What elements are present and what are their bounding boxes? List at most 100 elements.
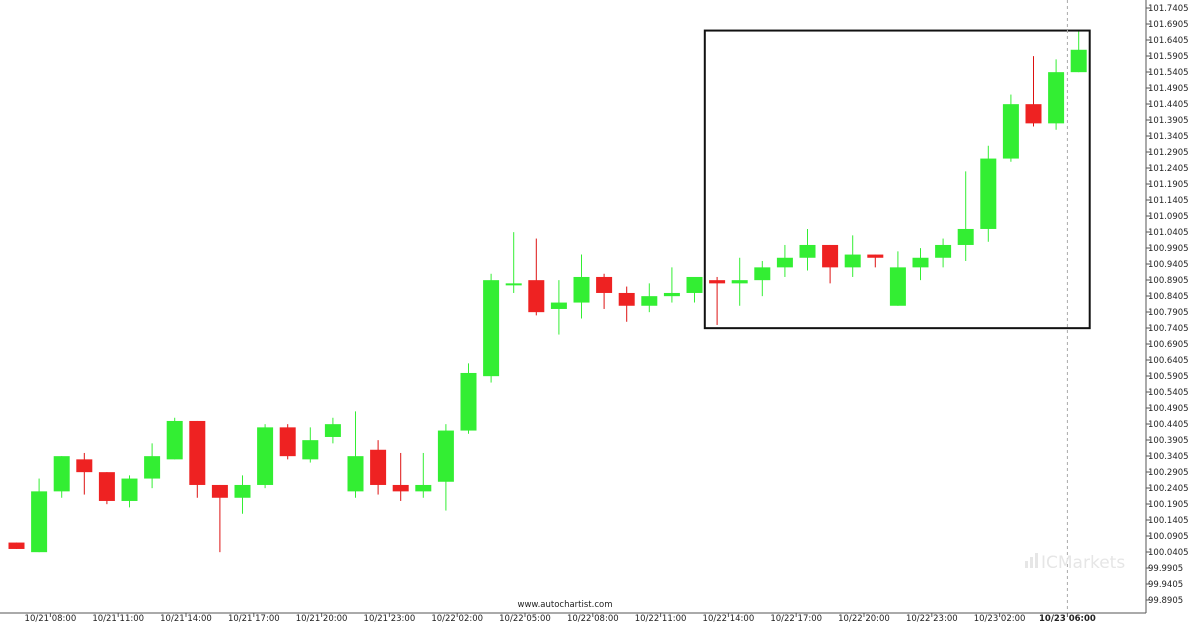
candle — [257, 424, 274, 489]
candle — [1048, 59, 1065, 130]
candle-body — [257, 427, 274, 485]
y-tick-label: 101.1905 — [1148, 180, 1189, 190]
y-tick-label: 100.5905 — [1148, 372, 1189, 382]
candle — [505, 232, 522, 293]
candle-body — [483, 280, 500, 377]
candle-body — [415, 484, 432, 492]
candle-body — [8, 542, 25, 549]
candle-body — [1025, 104, 1042, 124]
candle-body — [709, 280, 726, 284]
candle — [641, 283, 658, 313]
candle-body — [957, 228, 974, 245]
candle — [370, 440, 387, 495]
candles-layer — [8, 30, 1087, 553]
candle-body — [799, 244, 816, 258]
candle — [867, 254, 884, 268]
x-tick-label: 10/22 17:00 — [770, 614, 822, 624]
y-tick-label: 101.7405 — [1148, 4, 1189, 14]
x-axis: 10/21 08:00 10/21 11:00 10/21 14:00 10/21 1… — [0, 612, 1146, 624]
candle-body — [754, 267, 771, 281]
candle-body — [867, 254, 884, 258]
x-tick-label: 10/21 08:00 — [25, 614, 77, 624]
candle-body — [686, 276, 703, 293]
candle-body — [53, 456, 70, 492]
candle — [822, 244, 839, 284]
candle — [392, 452, 409, 501]
candle-body — [302, 440, 319, 460]
y-tick-label: 99.9405 — [1148, 580, 1183, 590]
x-tick-label: 10/23 02:00 — [974, 614, 1026, 624]
y-tick-label: 100.8905 — [1148, 276, 1189, 286]
candle — [528, 238, 545, 316]
y-tick-label: 101.0905 — [1148, 212, 1189, 222]
candle — [189, 420, 206, 498]
candle — [324, 417, 341, 444]
candle-body — [144, 456, 161, 479]
candle — [618, 286, 635, 322]
candle-body — [324, 424, 341, 437]
candle — [980, 145, 997, 242]
candle — [731, 257, 748, 306]
y-tick-label: 101.2905 — [1148, 148, 1189, 158]
candle — [460, 363, 477, 434]
y-tick-label: 101.1405 — [1148, 196, 1189, 206]
candle-body — [347, 456, 364, 492]
candle-body — [1070, 49, 1087, 73]
pattern-box — [703, 29, 1091, 330]
candle-body — [1002, 104, 1019, 159]
candle-body — [935, 244, 952, 258]
candle — [912, 248, 929, 281]
candle — [347, 411, 364, 498]
candle-body — [76, 459, 93, 473]
y-tick-label: 100.5405 — [1148, 388, 1189, 398]
candle — [889, 251, 906, 306]
y-tick-label: 100.9405 — [1148, 260, 1189, 270]
source-label: www.autochartist.com — [518, 600, 613, 610]
y-tick-label: 99.9905 — [1148, 564, 1183, 574]
x-tick-label: 10/22 14:00 — [703, 614, 755, 624]
candle-body — [370, 449, 387, 485]
x-tick-label: 10/21 17:00 — [228, 614, 280, 624]
candle — [844, 235, 861, 277]
candle-body — [528, 280, 545, 313]
candle — [573, 254, 590, 319]
watermark: ICMarkets — [1025, 553, 1125, 573]
candle-body — [912, 257, 929, 268]
candle-body — [618, 292, 635, 306]
candle — [234, 475, 251, 514]
candle — [211, 484, 228, 553]
y-tick-label: 100.4405 — [1148, 420, 1189, 430]
x-tick-label: 10/22 02:00 — [431, 614, 483, 624]
candle-body — [980, 158, 997, 229]
candle-body — [166, 420, 183, 460]
candle — [279, 424, 296, 460]
x-tick-label: 10/23 06:00 — [1039, 614, 1096, 624]
candle-body — [822, 244, 839, 268]
candle-body — [776, 257, 793, 268]
candle — [8, 542, 25, 549]
y-tick-label: 100.2405 — [1148, 484, 1189, 494]
candle — [935, 238, 952, 268]
y-tick-label: 101.6405 — [1148, 36, 1189, 46]
candle-body — [121, 478, 138, 501]
x-tick-label: 10/22 05:00 — [499, 614, 551, 624]
candle — [1070, 30, 1087, 73]
candle-body — [550, 302, 567, 309]
candle-body — [460, 372, 477, 431]
candle — [550, 280, 567, 335]
y-tick-label: 101.5405 — [1148, 68, 1189, 78]
candle — [121, 475, 138, 508]
candle-body — [437, 430, 454, 482]
y-tick-label: 100.2905 — [1148, 468, 1189, 478]
candle — [53, 456, 70, 498]
candle-body — [731, 280, 748, 284]
x-tick-label: 10/22 08:00 — [567, 614, 619, 624]
candle-body — [663, 292, 680, 297]
y-tick-label: 100.4905 — [1148, 404, 1189, 414]
candle — [302, 427, 319, 463]
candle — [415, 452, 432, 498]
candle — [166, 417, 183, 460]
candle — [663, 267, 680, 303]
x-tick-label: 10/21 11:00 — [92, 614, 144, 624]
